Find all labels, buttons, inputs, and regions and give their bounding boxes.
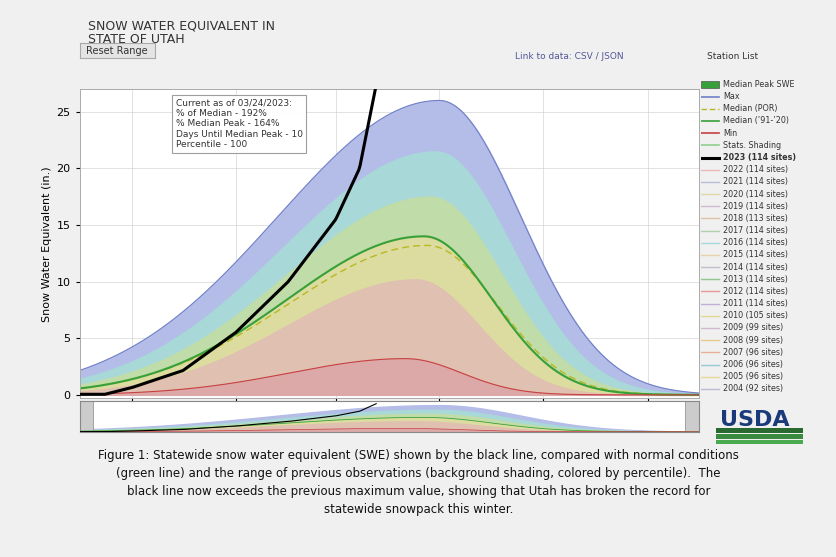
Bar xyxy=(716,428,802,433)
Text: Current as of 03/24/2023:
% of Median - 192%
% Median Peak - 164%
Days Until Med: Current as of 03/24/2023: % of Median - … xyxy=(176,99,302,149)
Bar xyxy=(700,81,718,87)
Text: 2023 (114 sites): 2023 (114 sites) xyxy=(722,153,795,162)
Text: Figure 1: Statewide snow water equivalent (SWE) shown by the black line, compare: Figure 1: Statewide snow water equivalen… xyxy=(98,449,738,516)
Text: Link to data: CSV / JSON: Link to data: CSV / JSON xyxy=(514,52,623,61)
Text: STATE OF UTAH: STATE OF UTAH xyxy=(88,33,184,46)
Bar xyxy=(685,401,698,432)
Bar xyxy=(716,434,802,439)
Text: 2007 (96 sites): 2007 (96 sites) xyxy=(722,348,782,357)
Y-axis label: Snow Water Equivalent (in.): Snow Water Equivalent (in.) xyxy=(42,166,52,321)
Text: 2014 (114 sites): 2014 (114 sites) xyxy=(722,262,787,272)
Text: Min: Min xyxy=(722,129,737,138)
Text: 2008 (99 sites): 2008 (99 sites) xyxy=(722,336,782,345)
Text: 2006 (96 sites): 2006 (96 sites) xyxy=(722,360,782,369)
Text: 2012 (114 sites): 2012 (114 sites) xyxy=(722,287,788,296)
Bar xyxy=(79,401,93,432)
Text: 2020 (114 sites): 2020 (114 sites) xyxy=(722,189,788,198)
Text: 2009 (99 sites): 2009 (99 sites) xyxy=(722,324,782,333)
Text: 2004 (92 sites): 2004 (92 sites) xyxy=(722,384,782,393)
Bar xyxy=(716,439,802,444)
Text: Median Peak SWE: Median Peak SWE xyxy=(722,80,793,89)
Text: 2017 (114 sites): 2017 (114 sites) xyxy=(722,226,788,235)
Text: Reset Range: Reset Range xyxy=(86,46,148,56)
Text: 2010 (105 sites): 2010 (105 sites) xyxy=(722,311,788,320)
Text: 2016 (114 sites): 2016 (114 sites) xyxy=(722,238,787,247)
Text: SNOW WATER EQUIVALENT IN: SNOW WATER EQUIVALENT IN xyxy=(88,19,274,32)
Text: USDA: USDA xyxy=(719,409,788,429)
Text: 2005 (96 sites): 2005 (96 sites) xyxy=(722,372,782,381)
Text: Max: Max xyxy=(722,92,739,101)
Text: Station List: Station List xyxy=(706,52,757,61)
Text: 2011 (114 sites): 2011 (114 sites) xyxy=(722,299,787,308)
Text: 2013 (114 sites): 2013 (114 sites) xyxy=(722,275,787,284)
Text: 2015 (114 sites): 2015 (114 sites) xyxy=(722,251,788,260)
Text: 2019 (114 sites): 2019 (114 sites) xyxy=(722,202,788,211)
Text: Median (POR): Median (POR) xyxy=(722,104,777,113)
Text: 2022 (114 sites): 2022 (114 sites) xyxy=(722,165,788,174)
Text: 2021 (114 sites): 2021 (114 sites) xyxy=(722,177,788,187)
Text: 2018 (113 sites): 2018 (113 sites) xyxy=(722,214,787,223)
Text: Median (’91-’20): Median (’91-’20) xyxy=(722,116,788,125)
Text: Stats. Shading: Stats. Shading xyxy=(722,141,780,150)
